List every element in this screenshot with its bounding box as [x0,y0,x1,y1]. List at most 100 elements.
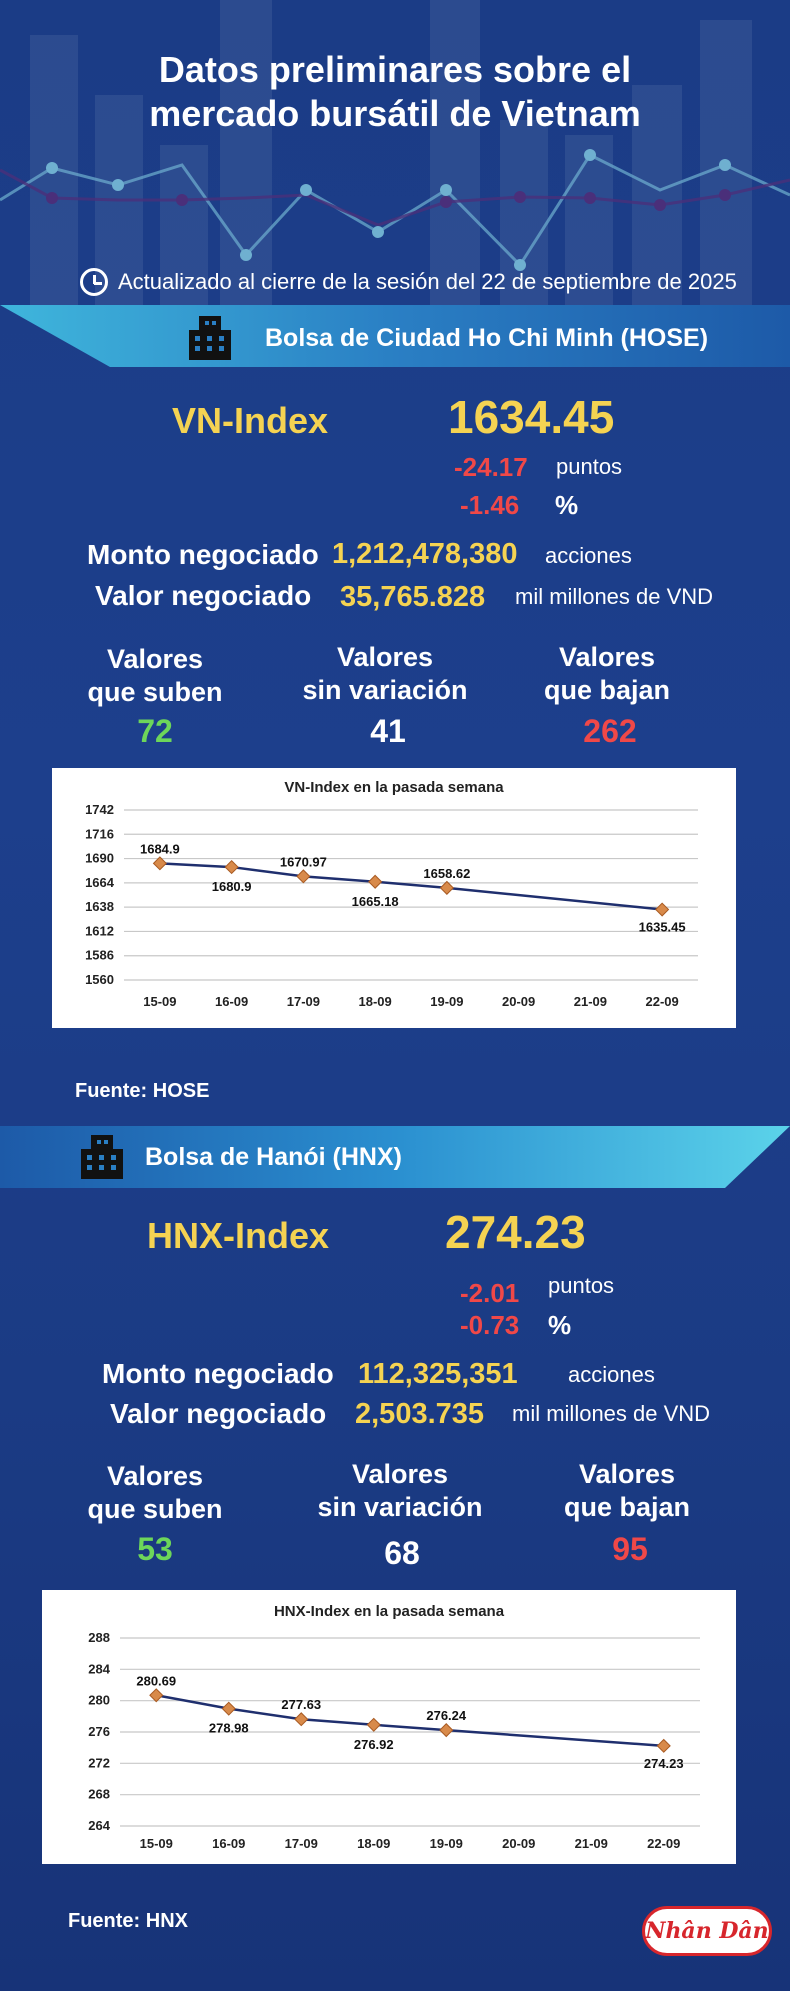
title-line-2: mercado bursátil de Vietnam [149,93,641,134]
vn-down-label-1: Valores [558,642,656,672]
vn-y-tick-label: 1638 [85,899,114,914]
vn-y-tick-label: 1716 [85,826,114,841]
hnx-flat-label: Valores sin variación [280,1458,520,1524]
bg-bar [430,0,480,305]
hnx-x-tick-label: 17-09 [285,1836,318,1851]
hnx-data-point [149,1688,164,1703]
hnx-x-tick-label: 21-09 [575,1836,608,1851]
hnx-data-label: 274.23 [644,1756,684,1771]
hnx-index-chart: HNX-Index en la pasada semana 288 284 280 27… [42,1590,736,1864]
vn-data-point [224,860,239,875]
hnx-volume: 112,325,351 [358,1358,518,1390]
hnx-x-tick-label: 16-09 [212,1836,245,1851]
hnx-flat-label-2: sin variación [317,1492,483,1522]
hnx-y-tick-label: 276 [88,1724,110,1739]
hnx-data-point [221,1701,236,1716]
vn-x-tick-label: 15-09 [143,994,176,1009]
hnx-down-count: 95 [612,1531,648,1567]
hnx-points-label: puntos [548,1273,615,1298]
vn-x-tick-label: 20-09 [502,994,535,1009]
hnx-up-label: Valores que suben [35,1460,275,1526]
vn-y-tick-label: 1664 [85,875,115,890]
hnx-volume-unit: acciones [568,1362,655,1387]
hnx-value-label: Valor negociado [110,1398,327,1429]
vn-chart-title: VN-Index en la pasada semana [284,779,504,796]
vn-x-tick-label: 16-09 [215,994,248,1009]
bg-lines [0,149,790,271]
vn-index-chart-svg: VN-Index en la pasada semana 1742 1716 1690… [85,779,698,1009]
hnx-value: 2,503.735 [355,1398,485,1430]
hnx-value-unit: mil millones de VND [512,1401,711,1426]
hnx-series-line [156,1694,664,1748]
hose-exchange-title: Bolsa de Ciudad Ho Chi Minh (HOSE) [265,324,709,352]
vn-up-count: 72 [137,713,173,749]
bg-bar [160,145,208,305]
vn-flat-label-1: Valores [336,642,434,672]
vn-up-label: Valores que suben [35,643,275,709]
vn-change-points: -24.17 [454,452,528,482]
vn-y-tick-label: 1612 [85,923,114,938]
vn-data-label: 1684.9 [140,841,180,856]
vn-value-unit: mil millones de VND [515,584,714,609]
vn-x-tick-label: 21-09 [574,994,607,1009]
vn-data-label: 1670.97 [280,854,327,869]
hnx-data-point [439,1723,454,1738]
hnx-y-tick-label: 288 [88,1630,110,1645]
nhan-dan-logo: Nhân Dân [642,1906,772,1956]
hnx-source: Fuente: HNX [68,1910,188,1932]
building-icon [81,1135,123,1179]
title-line-1: Datos preliminares sobre el [158,49,632,90]
vn-y-tick-label: 1742 [85,802,114,817]
vn-data-point [296,869,311,884]
vn-x-tick-label: 19-09 [430,994,463,1009]
vn-index-name: VN-Index [172,400,329,441]
vn-data-label: 1658.62 [423,866,470,881]
hnx-y-tick-label: 264 [88,1818,110,1833]
vn-series-line [159,862,663,911]
hnx-band [0,1126,790,1188]
hnx-up-count: 53 [137,1531,173,1567]
vn-down-label: Valores que bajan [487,641,727,707]
vn-flat-label-2: sin variación [302,675,468,705]
hnx-x-tick-label: 20-09 [502,1836,535,1851]
updated-row: Actualizado al cierre de la sesión del 2… [80,268,737,296]
hnx-pct-label: % [548,1310,572,1340]
hose-source: Fuente: HOSE [75,1080,210,1102]
vn-down-count: 262 [583,713,637,749]
vn-flat-count: 41 [370,713,406,749]
hnx-x-tick-label: 22-09 [647,1836,680,1851]
vn-volume: 1,212,478,380 [332,538,518,570]
vn-x-tick-label: 17-09 [287,994,320,1009]
vn-down-label-2: que bajan [543,675,671,705]
hnx-data-point [656,1738,671,1753]
vn-data-point [152,856,167,871]
hnx-data-label: 276.24 [426,1708,467,1723]
vn-y-tick-label: 1690 [85,851,114,866]
vn-volume-label: Monto negociado [87,539,319,570]
vn-flat-label: Valores sin variación [265,641,505,707]
hnx-up-label-2: que suben [87,1494,223,1524]
hnx-volume-label: Monto negociado [102,1358,334,1389]
hnx-data-point [366,1717,381,1732]
hnx-x-tick-label: 15-09 [140,1836,173,1851]
clock-icon [80,268,108,296]
hnx-change-points: -2.01 [460,1278,520,1308]
hnx-y-tick-label: 280 [88,1693,110,1708]
updated-text: Actualizado al cierre de la sesión del 2… [118,269,737,294]
hnx-y-tick-label: 268 [88,1787,110,1802]
vn-data-label: 1680.9 [212,879,252,894]
hnx-change-pct: -0.73 [460,1310,520,1340]
vn-data-point [439,880,454,895]
vn-x-tick-label: 18-09 [359,994,392,1009]
hnx-data-label: 280.69 [136,1673,176,1688]
vn-x-tick-label: 22-09 [646,994,679,1009]
hnx-down-label-1: Valores [578,1459,676,1489]
hnx-flat-label-1: Valores [351,1459,449,1489]
vn-up-label-2: que suben [87,677,223,707]
vn-change-pct: -1.46 [460,490,520,520]
hnx-data-point [294,1712,309,1727]
vn-points-label: puntos [556,454,623,479]
bg-bar [632,85,682,305]
hnx-index-value: 274.23 [445,1206,586,1258]
